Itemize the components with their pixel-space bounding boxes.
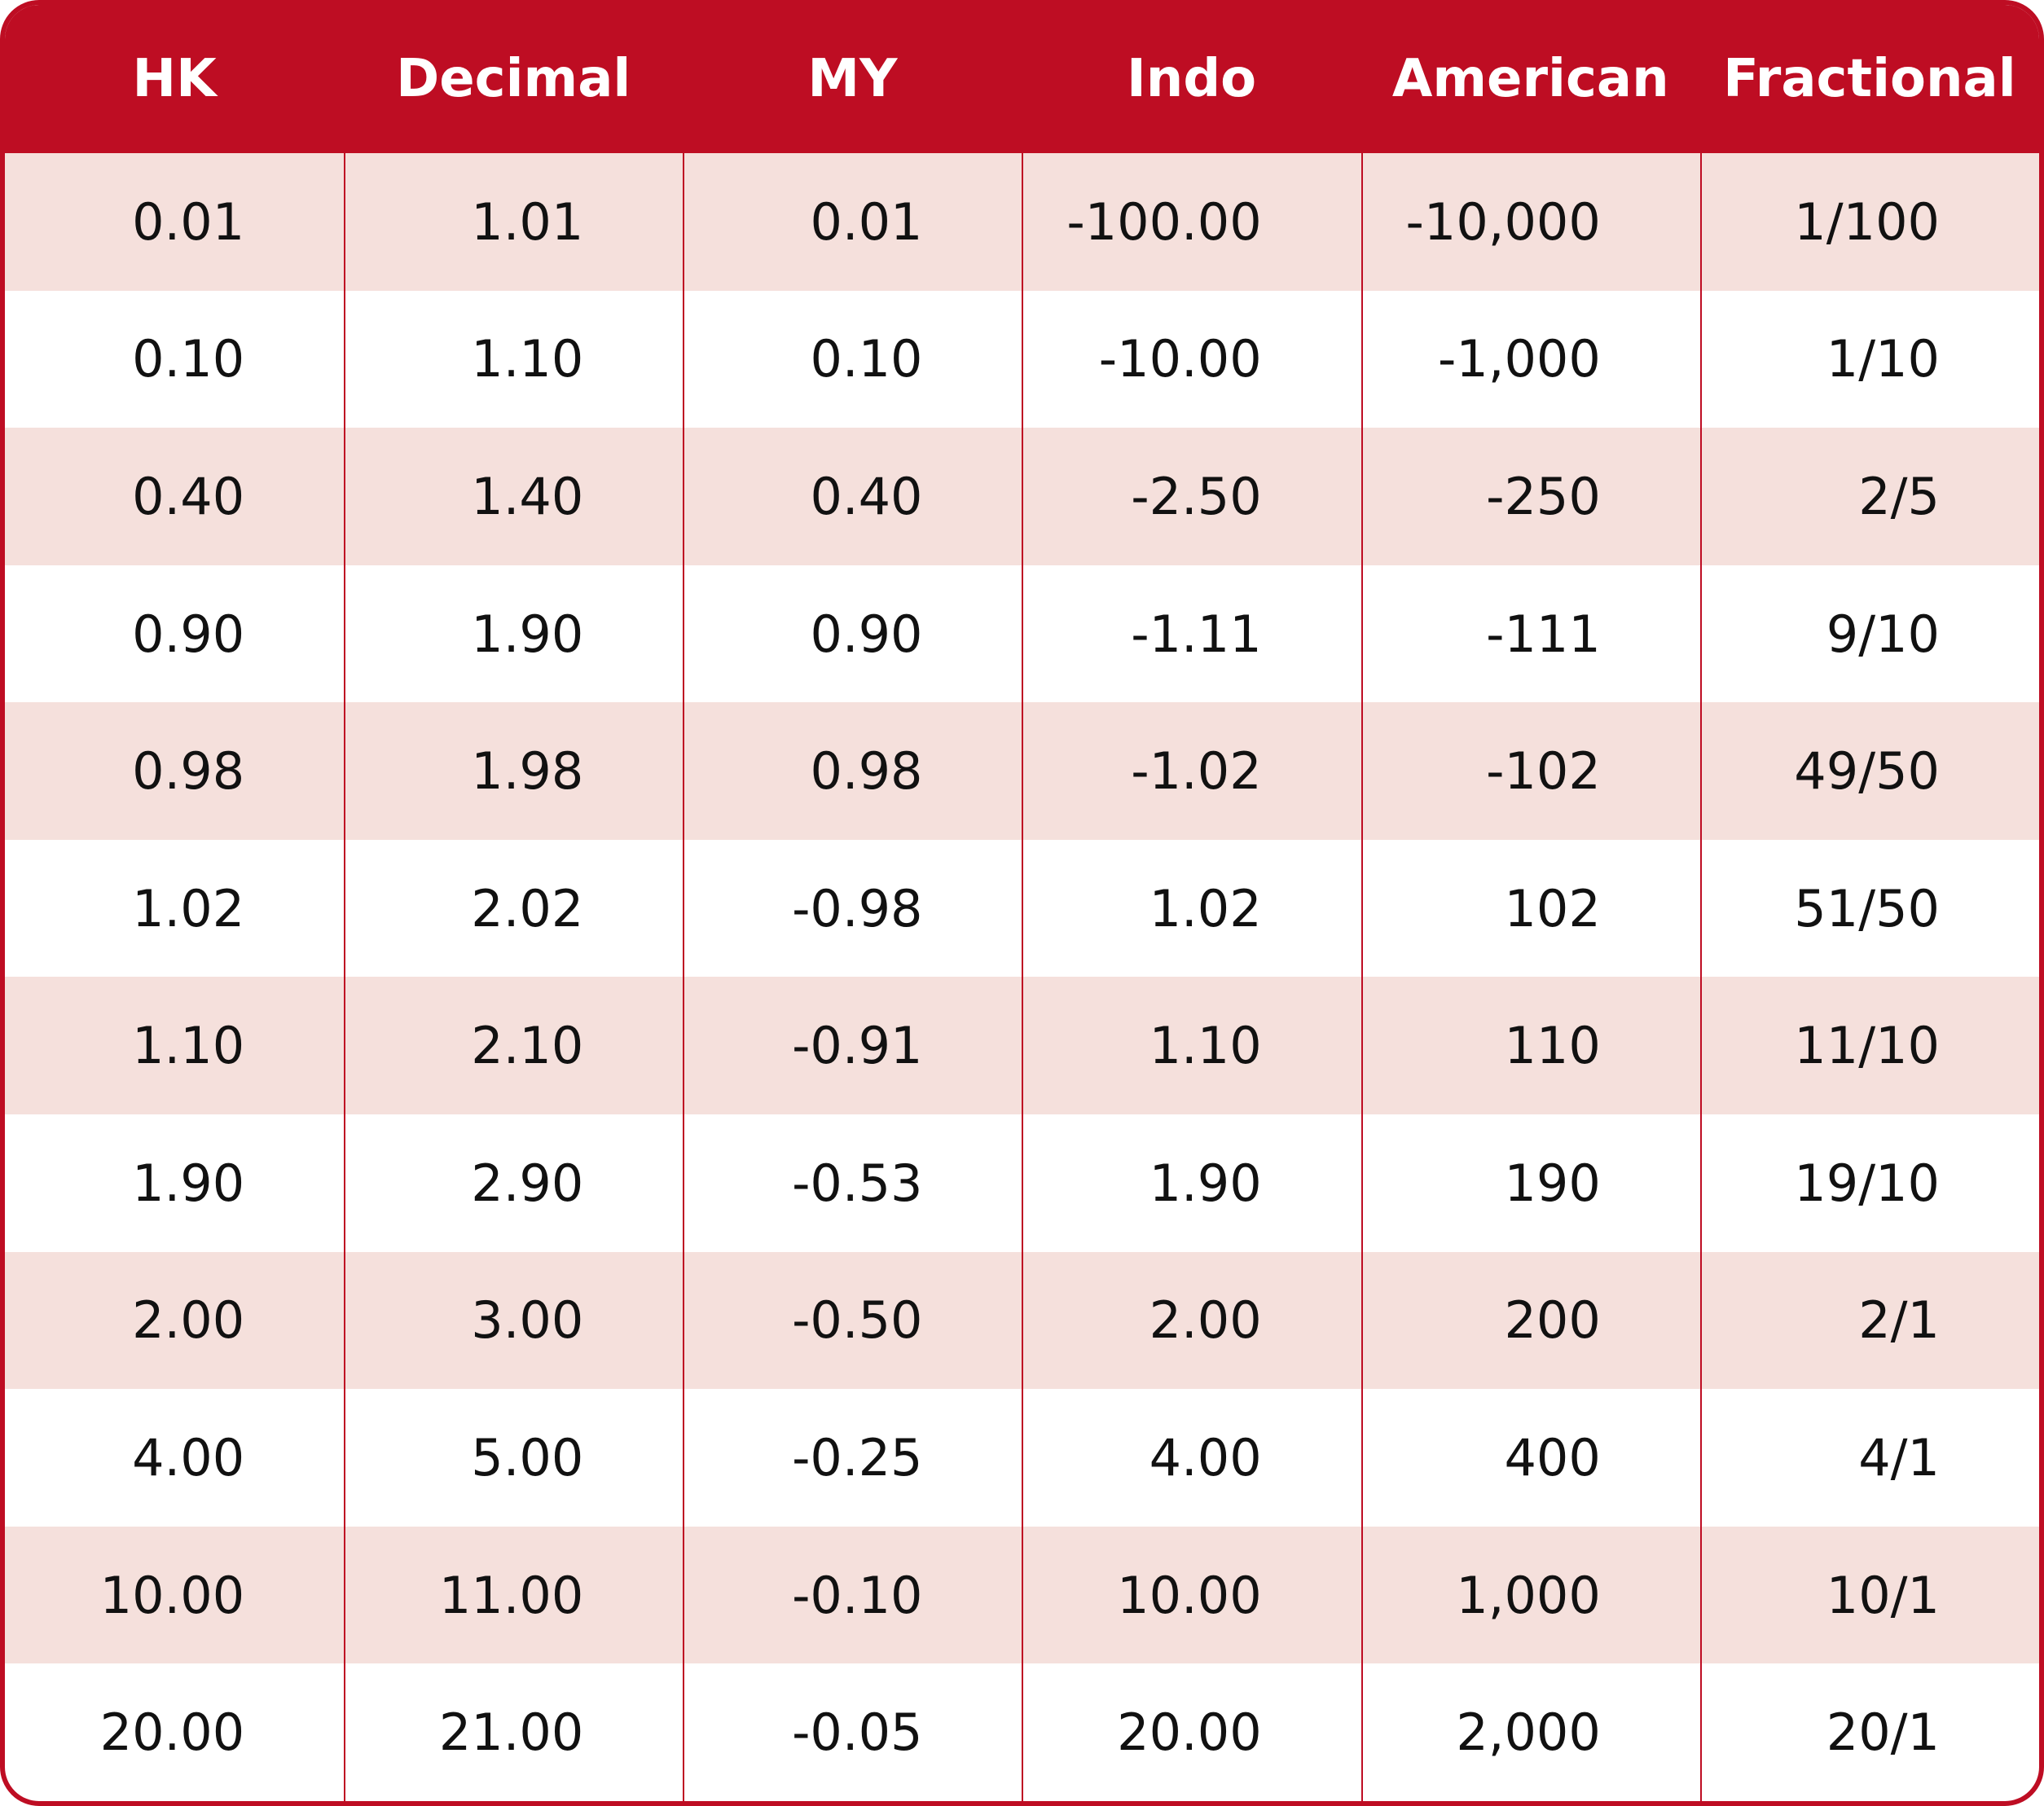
table-cell: 11.00 (344, 1526, 684, 1664)
table-cell: 102 (1360, 839, 1700, 978)
table-cell: 1,000 (1360, 1526, 1700, 1664)
table-cell: 1.10 (344, 290, 683, 428)
table-cell: 0.90 (132, 604, 245, 664)
table-cell: 51/50 (1699, 839, 2039, 978)
table-cell: 1.90 (344, 565, 683, 703)
table-cell: 1.02 (1022, 839, 1360, 978)
table-cell: 0.40 (5, 428, 345, 565)
table-cell: 1.10 (5, 977, 345, 1115)
table-cell: 4/1 (1699, 1389, 2039, 1527)
table-cell: 1.98 (344, 702, 684, 840)
table-cell: 1.10 (1022, 977, 1361, 1115)
header-cell: MY (683, 5, 1022, 153)
table-cell: -111 (1360, 565, 1700, 703)
table-cell: 4.00 (132, 1428, 245, 1488)
table-cell: 2/1 (1699, 1251, 2039, 1390)
table-cell: 0.01 (5, 153, 345, 291)
header-cell: Fractional (1699, 5, 2039, 153)
table-cell: 5.00 (344, 1389, 683, 1527)
table-cell: 2/5 (1699, 428, 2039, 565)
table-cell: 1.01 (344, 153, 684, 291)
table-cell: -0.05 (683, 1663, 1022, 1801)
table-cell: 0.10 (132, 329, 245, 389)
table-cell: -2.50 (1022, 428, 1361, 565)
table-cell: 1.90 (132, 1153, 245, 1213)
table-cell: -100.00 (1022, 153, 1361, 291)
table-cell: 2.90 (344, 1114, 683, 1252)
table-cell: 2.00 (1022, 1251, 1361, 1390)
table-cell: -10.00 (1022, 290, 1360, 428)
table-cell: 2.10 (344, 977, 684, 1115)
table-cell: 10.00 (1022, 1526, 1361, 1664)
table-cell: 190 (1360, 1114, 1700, 1252)
table-cell: 4.00 (1022, 1389, 1360, 1527)
table-cell: 0.01 (683, 153, 1022, 291)
table-cell: -0.25 (683, 1389, 1022, 1527)
table-cell: 1.40 (344, 428, 684, 565)
table-cell: 3.00 (344, 1251, 684, 1390)
table-cell: -0.98 (683, 839, 1022, 978)
table-cell: -1.11 (1022, 565, 1360, 703)
table-cell: 49/50 (1699, 702, 2039, 840)
table-cell: -0.53 (683, 1114, 1022, 1252)
table-cell: 2.02 (344, 839, 683, 978)
table-cell: 10.00 (5, 1526, 345, 1664)
table-cell: 11/10 (1699, 977, 2039, 1115)
table-cell: 2.00 (5, 1251, 345, 1390)
table-cell: -1,000 (1360, 290, 1700, 428)
table-cell: 20.00 (99, 1703, 245, 1763)
table-cell: 400 (1360, 1389, 1700, 1527)
header-cell: Indo (1022, 5, 1361, 153)
table-cell: 10/1 (1699, 1526, 2039, 1664)
table-cell: 1/100 (1699, 153, 2039, 291)
header-cell: Decimal (344, 5, 684, 153)
table-cell: 2,000 (1360, 1663, 1700, 1801)
table-cell: 19/10 (1699, 1114, 2039, 1252)
table-cell: -0.50 (683, 1251, 1022, 1390)
table-cell: 1/10 (1699, 290, 2039, 428)
table-cell: 20.00 (1022, 1663, 1360, 1801)
table-cell: 0.90 (683, 565, 1022, 703)
table-cell: -10,000 (1360, 153, 1700, 291)
table-cell: 20/1 (1699, 1663, 2039, 1801)
table-cell: 9/10 (1699, 565, 2039, 703)
table-cell: -250 (1360, 428, 1700, 565)
table-cell: 21.00 (344, 1663, 683, 1801)
table-cell: 0.98 (683, 702, 1022, 840)
table-cell: 110 (1360, 977, 1700, 1115)
table-cell: -0.91 (683, 977, 1022, 1115)
table-cell: -1.02 (1022, 702, 1361, 840)
header-cell: American (1360, 5, 1700, 153)
table-cell: 200 (1360, 1251, 1700, 1390)
table-cell: -102 (1360, 702, 1700, 840)
header-cell: HK (5, 5, 345, 153)
table-cell: -0.10 (683, 1526, 1022, 1664)
table-cell: 1.90 (1022, 1114, 1360, 1252)
table-cell: 1.02 (132, 878, 245, 938)
table-cell: 0.98 (5, 702, 345, 840)
table-cell: 0.40 (683, 428, 1022, 565)
table-cell: 0.10 (683, 290, 1022, 428)
